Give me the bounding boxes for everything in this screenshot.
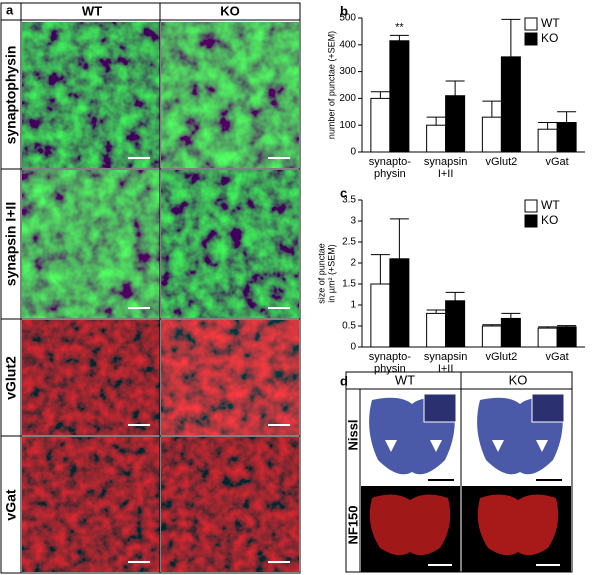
bar	[389, 258, 410, 348]
bar	[426, 124, 447, 153]
column-header: KO	[220, 3, 240, 18]
y-axis-label: number of punctae (+SEM)	[326, 31, 336, 139]
x-tick-label: vGat	[546, 351, 569, 363]
micrograph	[22, 320, 160, 435]
y-tick-label: 2.5	[342, 237, 356, 248]
bar	[445, 300, 466, 348]
legend-label: WT	[541, 198, 560, 212]
micrograph	[22, 22, 160, 168]
y-tick-label: 200	[339, 93, 356, 104]
legend-swatch	[524, 17, 538, 31]
y-tick-label: 1.5	[342, 279, 356, 290]
y-tick-label: 0	[350, 147, 356, 158]
y-tick-label: 100	[339, 120, 356, 131]
y-tick-label: 300	[339, 66, 356, 77]
column-header: KO	[509, 372, 528, 387]
x-tick-label: synapsin I+II	[424, 351, 467, 375]
scale-bars	[128, 157, 290, 563]
bar	[500, 317, 521, 348]
bar	[426, 312, 447, 348]
x-tick-label: synapto-physin	[369, 351, 412, 375]
x-tick-label: vGat	[546, 156, 569, 168]
micrograph	[161, 22, 299, 168]
y-tick-label: 400	[339, 39, 356, 50]
row-label: synapsin I+II	[3, 202, 19, 286]
micrograph	[161, 170, 299, 318]
x-tick-label: vGlut2	[485, 156, 517, 168]
micrograph	[22, 437, 160, 572]
bar	[370, 97, 391, 153]
micrograph	[22, 170, 160, 318]
legend-label: WT	[541, 16, 560, 30]
bar	[481, 116, 502, 153]
y-tick-label: 0.5	[342, 321, 356, 332]
y-tick-label: 1	[350, 300, 356, 311]
y-axis-label: size of punctae	[316, 243, 326, 304]
y-tick-label: 500	[339, 13, 356, 24]
row-label: vGlut2	[3, 356, 19, 400]
panel-label: d	[340, 373, 348, 388]
panel-frame	[0, 2, 301, 574]
micrograph	[161, 320, 299, 435]
bar	[556, 122, 577, 153]
micrographs	[22, 22, 299, 572]
column-header: WT	[395, 372, 415, 387]
nissl-images	[369, 393, 565, 481]
y-tick-label: 2	[350, 258, 356, 269]
column-header: WT	[82, 3, 102, 18]
bar	[537, 128, 558, 153]
legend-swatch	[524, 32, 538, 46]
y-axis-label: in µm² (+SEM)	[326, 244, 336, 302]
bar	[370, 283, 391, 348]
x-tick-label: vGlut2	[485, 351, 517, 363]
row-label: vGat	[3, 489, 19, 520]
bar	[500, 56, 521, 153]
bar	[556, 326, 577, 348]
y-tick-label: 3	[350, 216, 356, 227]
legend-label: KO	[541, 213, 558, 227]
grid-borders	[1, 3, 300, 573]
y-tick-label: 3.5	[342, 195, 356, 206]
micrograph	[161, 437, 299, 572]
row-label: NF150	[345, 505, 360, 544]
bar	[537, 327, 558, 348]
x-tick-label: synapto-physin	[369, 156, 412, 180]
nf150-images	[361, 486, 571, 572]
legend-label: KO	[541, 31, 558, 45]
bar	[445, 95, 466, 153]
x-tick-label: synapsin I+II	[424, 156, 467, 180]
bar	[389, 40, 410, 153]
row-label: synaptophysin	[3, 46, 19, 145]
panel-label: a	[6, 2, 14, 17]
row-label: Nissl	[345, 419, 360, 450]
panel-label: b	[340, 3, 348, 18]
legend-swatch	[524, 199, 538, 213]
panel-label: c	[340, 185, 347, 200]
legend-swatch	[524, 214, 538, 228]
bar	[481, 325, 502, 348]
y-tick-label: 0	[350, 342, 356, 353]
annotation: **	[395, 21, 404, 33]
